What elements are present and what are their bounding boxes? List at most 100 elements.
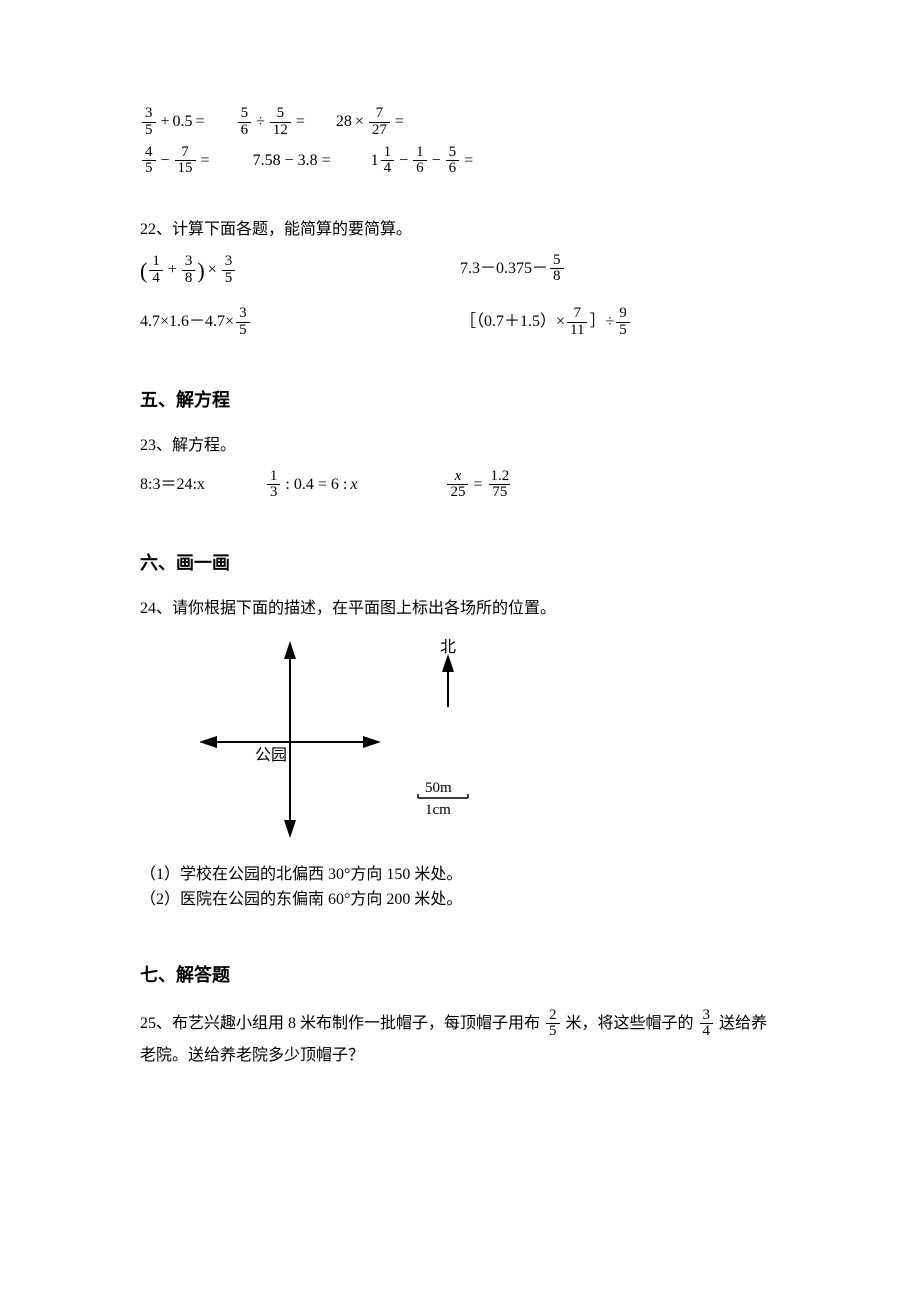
fraction: 5 6 xyxy=(446,145,460,178)
fraction: 3 4 xyxy=(700,1008,714,1041)
expression-text: : 0.4 = 6 : xyxy=(285,472,347,498)
expr-2: 5 6 ÷ 5 12 = xyxy=(236,106,308,139)
numerator: 3 xyxy=(222,254,236,270)
numerator: 1.2 xyxy=(487,469,512,485)
q25-text-1: 25、布艺兴趣小组用 8 米布制作一批帽子，每顶帽子用布 xyxy=(140,1015,540,1032)
whole-part: 1 xyxy=(371,148,379,174)
fraction: 7 27 xyxy=(369,106,390,139)
north-label: 北 xyxy=(440,638,456,656)
q22-expr-1: ( 1 4 + 3 8 ) × 3 5 xyxy=(140,253,237,288)
numerator: 7 xyxy=(571,306,585,322)
q23-expr-2: 1 3 : 0.4 = 6 : x xyxy=(265,469,358,502)
numerator: 2 xyxy=(546,1008,560,1024)
scale-bottom: 1cm xyxy=(425,802,451,818)
expression-text: ］÷ xyxy=(589,309,614,335)
operator: × xyxy=(208,257,217,283)
equals: = xyxy=(473,472,482,498)
fraction: 1 4 xyxy=(149,254,163,287)
scale-top: 50m xyxy=(425,780,452,796)
numerator: 5 xyxy=(238,106,252,122)
q25-text-2: 米，将这些帽子的 xyxy=(566,1015,694,1032)
denominator: 75 xyxy=(489,484,510,501)
question-24-prompt: 24、请你根据下面的描述，在平面图上标出各场所的位置。 xyxy=(140,596,780,622)
expr-3: 28 × 7 27 = xyxy=(336,106,407,139)
fraction: 3 5 xyxy=(236,306,250,339)
expr-4: 4 5 − 7 15 = xyxy=(140,145,213,178)
q22-row1: ( 1 4 + 3 8 ) × 3 5 7.3－0.375－ 5 8 xyxy=(140,253,780,288)
variable-x: x xyxy=(350,472,357,498)
fraction: 3 8 xyxy=(182,254,196,287)
fraction: 5 12 xyxy=(270,106,291,139)
numerator: x xyxy=(452,469,465,485)
q22-expr-4: ［（0.7＋1.5）× 7 11 ］÷ 9 5 xyxy=(460,306,632,339)
denominator: 8 xyxy=(182,270,196,287)
compass-diagram-svg: 公园 北 50m 1cm xyxy=(200,632,520,852)
section-6-heading: 六、画一画 xyxy=(140,549,780,578)
q22-expr-2: 7.3－0.375－ 5 8 xyxy=(460,253,566,286)
fraction: 1 3 xyxy=(267,469,281,502)
fraction: 3 5 xyxy=(222,254,236,287)
operator: − xyxy=(399,148,408,174)
numerator: 1 xyxy=(149,254,163,270)
q23-row: 8:3＝24:x 1 3 : 0.4 = 6 : x x 25 = 1.2 75 xyxy=(140,469,780,502)
center-label: 公园 xyxy=(255,747,287,764)
numerator: 7 xyxy=(373,106,387,122)
numerator: 9 xyxy=(616,306,630,322)
denominator: 11 xyxy=(567,322,587,339)
q23-expr-1: 8:3＝24:x xyxy=(140,472,205,498)
denominator: 8 xyxy=(550,268,564,285)
expression-text: 7.58 − 3.8 = xyxy=(253,148,331,174)
arith-row-1: 3 5 + 0.5 = 5 6 ÷ 5 12 = 28 × 7 27 xyxy=(140,106,780,139)
numerator: 5 xyxy=(274,106,288,122)
denominator: 6 xyxy=(413,160,427,177)
numerator: 7 xyxy=(178,145,192,161)
fraction: 5 8 xyxy=(550,253,564,286)
denominator: 15 xyxy=(175,160,196,177)
denominator: 4 xyxy=(700,1023,714,1040)
numerator: 3 xyxy=(236,306,250,322)
operator: − xyxy=(432,148,441,174)
question-25: 25、布艺兴趣小组用 8 米布制作一批帽子，每顶帽子用布 2 5 米，将这些帽子… xyxy=(140,1008,780,1073)
operator: + xyxy=(161,109,170,135)
fraction: 9 5 xyxy=(616,306,630,339)
expression-text: 4.7×1.6－4.7× xyxy=(140,309,234,335)
operator: ÷ xyxy=(256,109,265,135)
denominator: 5 xyxy=(142,122,156,139)
section-5-heading: 五、解方程 xyxy=(140,386,780,415)
numerator: 1 xyxy=(413,145,427,161)
expr-1: 3 5 + 0.5 = xyxy=(140,106,208,139)
fraction: 7 15 xyxy=(175,145,196,178)
denominator: 5 xyxy=(142,160,156,177)
denominator: 5 xyxy=(222,270,236,287)
denominator: 12 xyxy=(270,122,291,139)
numerator: 1 xyxy=(381,145,395,161)
denominator: 5 xyxy=(236,322,250,339)
expr-6: 1 1 4 − 1 6 − 5 6 = xyxy=(371,145,477,178)
question-23-prompt: 23、解方程。 xyxy=(140,433,780,459)
fraction: 1 4 xyxy=(381,145,395,178)
denominator: 5 xyxy=(546,1023,560,1040)
equals: = xyxy=(464,148,473,174)
left-paren: ( xyxy=(140,253,147,288)
fraction: 3 5 xyxy=(142,106,156,139)
numerator: 3 xyxy=(700,1008,714,1024)
denominator: 4 xyxy=(149,270,163,287)
operator: × xyxy=(355,109,364,135)
denominator: 27 xyxy=(369,122,390,139)
numerator: 1 xyxy=(267,469,281,485)
numerator: 5 xyxy=(446,145,460,161)
operand: 0.5 xyxy=(173,109,193,135)
q22-row2: 4.7×1.6－4.7× 3 5 ［（0.7＋1.5）× 7 11 ］÷ 9 5 xyxy=(140,306,780,339)
arith-row-2: 4 5 − 7 15 = 7.58 − 3.8 = 1 1 4 − 1 6 xyxy=(140,145,780,178)
numerator: 3 xyxy=(182,254,196,270)
right-paren: ) xyxy=(197,253,204,288)
equals: = xyxy=(296,109,305,135)
fraction: 1.2 75 xyxy=(487,469,512,502)
fraction: 1 6 xyxy=(413,145,427,178)
q23-expr-3: x 25 = 1.2 75 xyxy=(445,469,514,502)
equals: = xyxy=(201,148,210,174)
section-7-heading: 七、解答题 xyxy=(140,961,780,990)
operator: − xyxy=(161,148,170,174)
q24-sub-1: （1）学校在公园的北偏西 30°方向 150 米处。 xyxy=(140,862,780,888)
question-22-prompt: 22、计算下面各题，能简算的要简算。 xyxy=(140,217,780,243)
